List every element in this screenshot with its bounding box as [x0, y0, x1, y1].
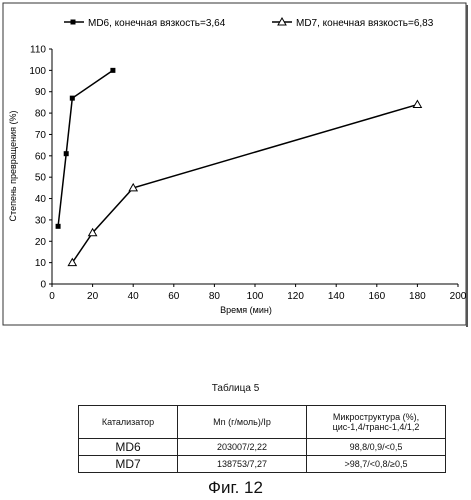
x-tick-label: 160: [368, 291, 385, 302]
row-md6-mn: 203007/2,22: [178, 439, 307, 456]
data-point: [413, 101, 421, 108]
y-tick-label: 40: [35, 194, 47, 205]
y-tick-label: 50: [35, 173, 47, 184]
x-tick-label: 0: [49, 291, 55, 302]
y-tick-label: 80: [35, 109, 47, 120]
x-tick-label: 180: [409, 291, 426, 302]
row-md6-catalyst: MD6: [79, 439, 178, 456]
x-tick-label: 20: [87, 291, 99, 302]
row-md7-mn: 138753/7,27: [178, 456, 307, 473]
x-axis-title: Время (мин): [220, 305, 272, 315]
x-tick-label: 120: [287, 291, 304, 302]
legend: MD6, конечная вязкость=3,64 MD7, конечна…: [64, 18, 434, 29]
row-md7-catalyst: MD7: [79, 456, 178, 473]
chart-frame: [3, 3, 466, 325]
y-tick-label: 20: [35, 237, 47, 248]
header-mn: Mn (г/моль)/Ip: [178, 406, 307, 439]
figure-caption: Фиг. 12: [0, 478, 471, 498]
header-microstructure: Микроструктура (%), цис-1,4/транс-1,4/1,…: [307, 406, 446, 439]
y-tick-label: 70: [35, 130, 47, 141]
x-tick-label: 140: [328, 291, 345, 302]
data-point: [56, 224, 61, 229]
y-tick-label: 10: [35, 258, 47, 269]
series: [56, 68, 422, 266]
y-tick-label: 90: [35, 87, 47, 98]
legend-md6-label: MD6, конечная вязкость=3,64: [88, 18, 226, 29]
results-table: Катализатор Mn (г/моль)/Ip Микроструктур…: [78, 405, 446, 473]
y-tick-label: 30: [35, 215, 47, 226]
row-md7-micro: >98,7/<0,8/≥0,5: [307, 456, 446, 473]
y-axis-title: Степень превращения (%): [8, 111, 18, 222]
x-tick-label: 60: [168, 291, 180, 302]
legend-md6-marker: [71, 20, 76, 25]
row-md6-micro: 98,8/0,9/<0,5: [307, 439, 446, 456]
series-line-1: [58, 70, 113, 226]
series-line-2: [72, 105, 417, 263]
data-point: [64, 151, 69, 156]
table-row: MD7 138753/7,27 >98,7/<0,8/≥0,5: [79, 456, 446, 473]
header-catalyst: Катализатор: [79, 406, 178, 439]
x-tick-label: 40: [128, 291, 140, 302]
chart-frame-shadow: [466, 5, 468, 327]
y-tick-label: 100: [29, 66, 46, 77]
table-row: MD6 203007/2,22 98,8/0,9/<0,5: [79, 439, 446, 456]
data-point: [110, 68, 115, 73]
y-tick-label: 0: [40, 280, 46, 291]
table-caption: Таблица 5: [0, 383, 471, 394]
y-tick-label: 60: [35, 151, 47, 162]
x-tick-label: 200: [450, 291, 467, 302]
legend-md7-label: MD7, конечная вязкость=6,83: [296, 18, 434, 29]
x-tick-label: 80: [209, 291, 221, 302]
y-tick-label: 110: [30, 45, 46, 56]
data-point: [70, 96, 75, 101]
x-tick-label: 100: [247, 291, 264, 302]
table-header-row: Катализатор Mn (г/моль)/Ip Микроструктур…: [79, 406, 446, 439]
